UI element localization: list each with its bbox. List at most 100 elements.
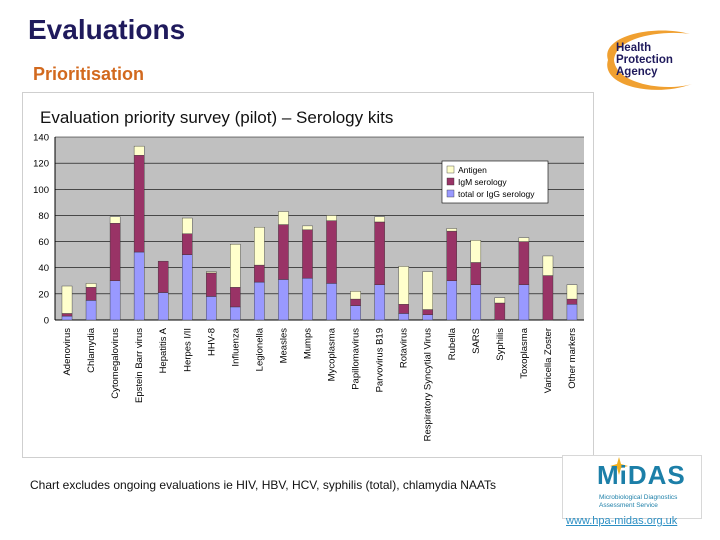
bar-igm-serology-other-markers: [566, 298, 578, 305]
bar-total-or-igg-serology-hepatitis-a: [157, 292, 169, 321]
bar-total-or-igg-serology-influenza: [230, 306, 241, 321]
x-tick-label: Mycoplasma: [327, 327, 338, 381]
bar-igm-serology-varicella-zoster: [542, 275, 554, 321]
bar-antigen-mycoplasma: [326, 215, 337, 221]
x-tick-label: Adenovirus: [62, 328, 73, 376]
x-tick-label: Hepatitis A: [158, 327, 169, 373]
bar-total-or-igg-serology-chlamydia: [85, 300, 97, 321]
bar-total-or-igg-serology-epstein-barr-virus: [133, 251, 145, 321]
bar-antigen-adenovirus: [61, 285, 73, 314]
hpa-logo-line2: Protection: [616, 54, 673, 66]
x-tick-label: Respiratory Syncytial Virus: [423, 328, 434, 442]
bar-igm-serology-chlamydia: [85, 287, 97, 301]
x-tick-label: Varicella Zoster: [543, 328, 554, 393]
bar-antigen-herpes-i-ii: [182, 217, 193, 234]
page-title: Evaluations: [28, 14, 186, 45]
x-tick-label: Chlamydia: [86, 327, 97, 373]
bar-igm-serology-rubella: [446, 230, 457, 281]
legend-swatch-igm-serology: [446, 177, 455, 186]
chart-footnote: Chart excludes ongoing evaluations ie HI…: [30, 478, 497, 492]
bar-antigen-rubella: [446, 228, 457, 232]
midas-sub-line1: Microbiological Diagnostics: [599, 494, 678, 501]
bar-antigen-respiratory-syncytial-virus: [422, 271, 433, 310]
midas-logo: MiDAS Microbiological Diagnostics Assess…: [562, 455, 702, 519]
x-tick-label: Cytomegalovirus: [110, 328, 121, 399]
bar-total-or-igg-serology-parvovirus-b19: [374, 284, 385, 321]
bar-igm-serology-toxoplasma: [518, 241, 530, 285]
x-tick-label: HHV-8: [206, 328, 217, 356]
bar-total-or-igg-serology-other-markers: [566, 304, 578, 321]
bar-igm-serology-respiratory-syncytial-virus: [422, 309, 433, 315]
bar-igm-serology-sars: [470, 262, 482, 285]
midas-star-icon: [610, 457, 628, 475]
x-tick-label: Parvovirus B19: [375, 328, 386, 392]
bar-igm-serology-papillomavirus: [350, 298, 361, 306]
x-tick-label: Toxoplasma: [519, 327, 530, 378]
bar-antigen-rotavirus: [398, 266, 409, 305]
bar-igm-serology-epstein-barr-virus: [133, 155, 145, 253]
legend-label-igm-serology: IgM serology: [458, 177, 507, 187]
y-tick-label: 100: [33, 185, 49, 196]
bar-total-or-igg-serology-hhv-8: [206, 296, 217, 321]
bar-total-or-igg-serology-legionella: [254, 281, 265, 321]
y-tick-label: 40: [38, 263, 49, 274]
bar-igm-serology-hhv-8: [206, 272, 217, 297]
bar-igm-serology-herpes-i-ii: [182, 233, 193, 255]
bar-total-or-igg-serology-rubella: [446, 280, 457, 321]
midas-sub-line2: Assessment Service: [599, 501, 658, 509]
legend-swatch-antigen: [446, 165, 455, 174]
bar-total-or-igg-serology-rotavirus: [398, 313, 409, 321]
y-tick-label: 0: [44, 316, 49, 327]
bar-antigen-chlamydia: [85, 283, 97, 288]
bar-antigen-influenza: [230, 243, 241, 288]
x-tick-label: Measles: [278, 328, 289, 364]
legend-swatch-total-or-igg-serology: [446, 189, 455, 198]
midas-website-link[interactable]: www.hpa-midas.org.uk: [566, 515, 678, 527]
bar-total-or-igg-serology-mycoplasma: [326, 283, 337, 321]
x-tick-label: Syphilis: [495, 328, 506, 361]
bar-igm-serology-measles: [278, 224, 289, 280]
hpa-logo: Health Protection Agency: [594, 24, 704, 96]
bar-igm-serology-adenovirus: [61, 313, 73, 317]
bar-antigen-syphilis: [494, 297, 506, 304]
bar-total-or-igg-serology-cytomegalovirus: [109, 280, 121, 321]
hpa-logo-line3: Agency: [616, 66, 658, 78]
legend-label-total-or-igg-serology: total or IgG serology: [458, 189, 535, 199]
bar-antigen-measles: [278, 211, 289, 225]
bar-total-or-igg-serology-toxoplasma: [518, 284, 530, 321]
bar-antigen-toxoplasma: [518, 237, 530, 242]
bar-antigen-epstein-barr-virus: [133, 145, 145, 156]
hpa-logo-line1: Health: [616, 42, 652, 54]
y-tick-label: 140: [33, 133, 49, 144]
bar-antigen-parvovirus-b19: [374, 216, 385, 223]
y-tick-label: 20: [38, 289, 49, 300]
x-tick-label: SARS: [471, 328, 482, 354]
bar-igm-serology-legionella: [254, 264, 265, 283]
chart-title: Evaluation priority survey (pilot) – Ser…: [40, 108, 394, 127]
x-tick-label: Rubella: [447, 327, 458, 360]
legend-label-antigen: Antigen: [458, 165, 487, 175]
bar-antigen-varicella-zoster: [542, 255, 554, 276]
bar-antigen-cytomegalovirus: [109, 216, 121, 224]
bar-total-or-igg-serology-measles: [278, 279, 289, 321]
bar-antigen-other-markers: [566, 284, 578, 300]
bar-igm-serology-mycoplasma: [326, 220, 337, 284]
bar-antigen-hhv-8: [206, 271, 217, 274]
bar-total-or-igg-serology-papillomavirus: [350, 305, 361, 321]
bar-igm-serology-hepatitis-a: [157, 260, 169, 293]
bar-total-or-igg-serology-adenovirus: [61, 315, 73, 321]
y-tick-label: 80: [38, 211, 49, 222]
bar-igm-serology-parvovirus-b19: [374, 221, 385, 285]
bar-igm-serology-rotavirus: [398, 304, 409, 314]
bar-antigen-papillomavirus: [350, 291, 361, 300]
x-tick-label: Other markers: [567, 328, 578, 389]
y-tick-label: 120: [33, 159, 49, 170]
x-tick-label: Mumps: [302, 328, 313, 359]
bar-total-or-igg-serology-herpes-i-ii: [182, 254, 193, 321]
bar-total-or-igg-serology-mumps: [302, 277, 313, 321]
x-tick-label: Herpes I/II: [182, 328, 193, 372]
bar-total-or-igg-serology-sars: [470, 284, 482, 321]
bar-igm-serology-cytomegalovirus: [109, 223, 121, 281]
x-tick-label: Papillomavirus: [351, 328, 362, 390]
